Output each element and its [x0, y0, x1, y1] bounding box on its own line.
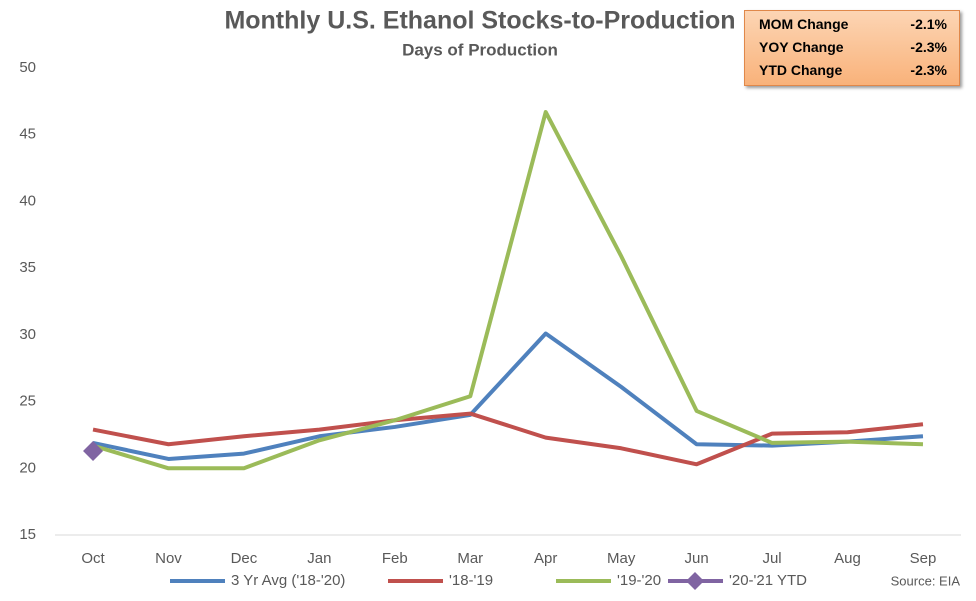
info-value: -2.3% [910, 62, 947, 78]
y-tick-label: 35 [19, 259, 36, 276]
x-tick-label: Sep [910, 550, 937, 567]
info-box: MOM Change -2.1% YOY Change -2.3% YTD Change… [744, 10, 960, 86]
y-tick-label: 15 [19, 526, 36, 543]
legend-label: '19-'20 [617, 572, 661, 589]
x-tick-label: Apr [534, 550, 557, 567]
y-tick-label: 30 [19, 326, 36, 343]
x-tick-label: May [607, 550, 636, 567]
x-tick-label: Jul [762, 550, 781, 567]
info-label: YOY Change [759, 39, 844, 55]
x-tick-label: Aug [834, 550, 861, 567]
y-tick-label: 50 [19, 59, 36, 76]
y-tick-label: 40 [19, 192, 36, 209]
series-marker [83, 440, 104, 461]
legend-label: '18-'19 [449, 572, 493, 589]
y-tick-label: 25 [19, 393, 36, 410]
source: Source: EIA [891, 573, 961, 588]
y-tick-label: 45 [19, 126, 36, 143]
chart-title: Monthly U.S. Ethanol Stocks-to-Productio… [224, 7, 735, 35]
series-line [92, 411, 924, 467]
info-label: YTD Change [759, 62, 843, 78]
x-tick-label: Oct [81, 550, 105, 567]
info-row: MOM Change -2.1% [745, 14, 959, 34]
x-tick-label: Jan [307, 550, 331, 567]
x-tick-label: Dec [231, 550, 258, 567]
y-tick-label: 20 [19, 459, 36, 476]
series-line [92, 110, 924, 471]
x-tick-label: Nov [155, 550, 182, 567]
info-label: MOM Change [759, 16, 849, 32]
legend-label: '20-'21 YTD [729, 572, 807, 589]
x-tick-label: Jun [685, 550, 709, 567]
info-row: YTD Change -2.3% [745, 60, 959, 80]
info-value: -2.1% [910, 16, 947, 32]
x-tick-label: Mar [457, 550, 483, 567]
x-tick-label: Feb [382, 550, 408, 567]
series-line [92, 331, 924, 461]
chart-subtitle: Days of Production [402, 40, 558, 59]
legend-marker [686, 572, 704, 590]
legend-label: 3 Yr Avg ('18-'20) [231, 572, 345, 589]
info-row: YOY Change -2.3% [745, 37, 959, 57]
info-value: -2.3% [910, 39, 947, 55]
